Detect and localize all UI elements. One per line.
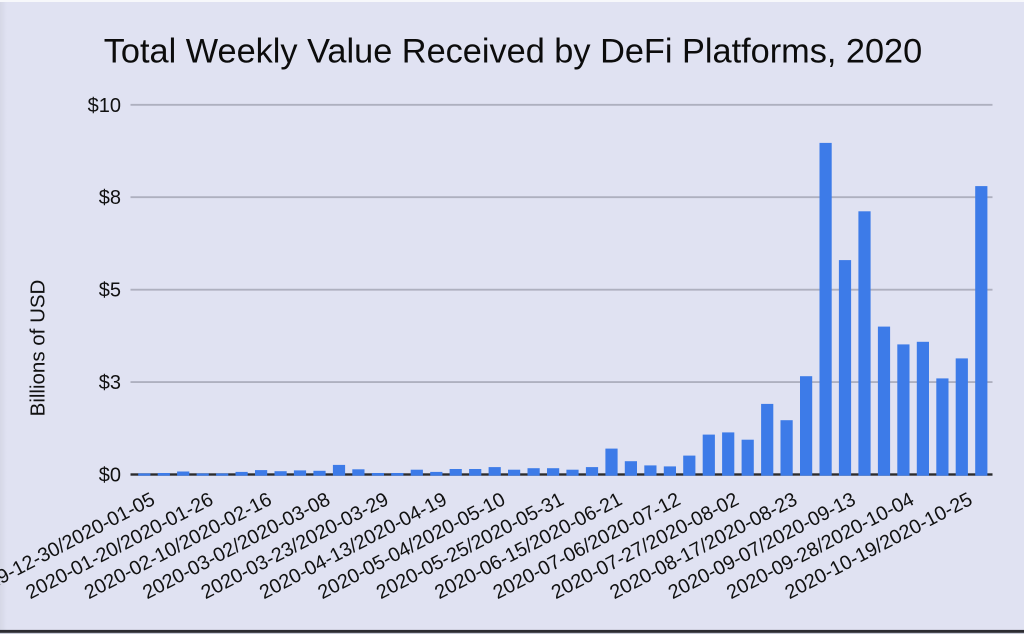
svg-text:$8: $8 [99,187,121,209]
svg-text:Billions of USD: Billions of USD [27,280,50,417]
svg-text:$10: $10 [88,95,121,117]
svg-text:$3: $3 [99,372,121,394]
svg-text:$0: $0 [99,465,121,487]
svg-text:Total Weekly Value Received by: Total Weekly Value Received by DeFi Plat… [104,32,922,70]
svg-text:$5: $5 [99,280,121,302]
